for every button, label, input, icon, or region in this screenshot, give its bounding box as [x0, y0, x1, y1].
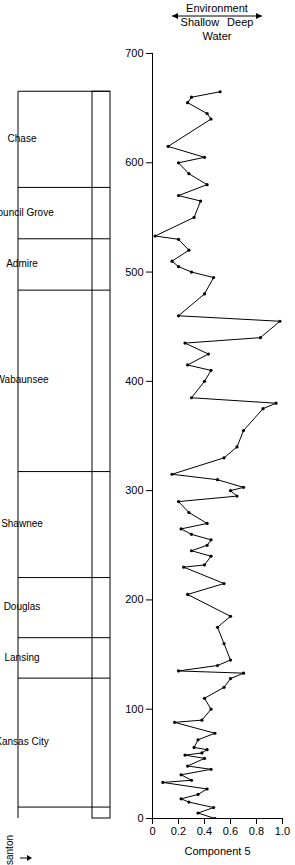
svg-text:100: 100	[125, 703, 143, 715]
svg-text:0: 0	[149, 825, 155, 837]
svg-text:400: 400	[125, 375, 143, 387]
svg-text:0: 0	[137, 812, 143, 824]
svg-text:0.8: 0.8	[249, 825, 264, 837]
svg-text:700: 700	[125, 47, 143, 59]
svg-text:1.0: 1.0	[275, 825, 290, 837]
html-text:Deep: Deep	[227, 16, 254, 28]
svg-text:Council Grove: Council Grove	[0, 207, 54, 218]
svg-text:600: 600	[125, 156, 143, 168]
svg-text:Pleasanton: Pleasanton	[4, 835, 15, 865]
svg-text:0.2: 0.2	[171, 825, 186, 837]
svg-text:500: 500	[125, 266, 143, 278]
svg-text:Kansas City: Kansas City	[0, 736, 49, 747]
svg-text:Wabaunsee: Wabaunsee	[0, 374, 49, 385]
svg-text:0.4: 0.4	[197, 825, 212, 837]
svg-text:Douglas: Douglas	[4, 601, 41, 612]
svg-text:Shawnee: Shawnee	[1, 518, 43, 529]
svg-text:Admire: Admire	[6, 258, 38, 269]
html-text:Water: Water	[202, 30, 232, 42]
svg-text:Lansing: Lansing	[4, 652, 39, 663]
svg-text:0.6: 0.6	[223, 825, 238, 837]
svg-text:Component 5: Component 5	[184, 845, 250, 857]
svg-text:200: 200	[125, 593, 143, 605]
html-text:Environment: Environment	[186, 2, 248, 14]
svg-text:300: 300	[125, 484, 143, 496]
html-text:Shallow: Shallow	[180, 16, 220, 28]
svg-text:Chase: Chase	[8, 133, 37, 144]
